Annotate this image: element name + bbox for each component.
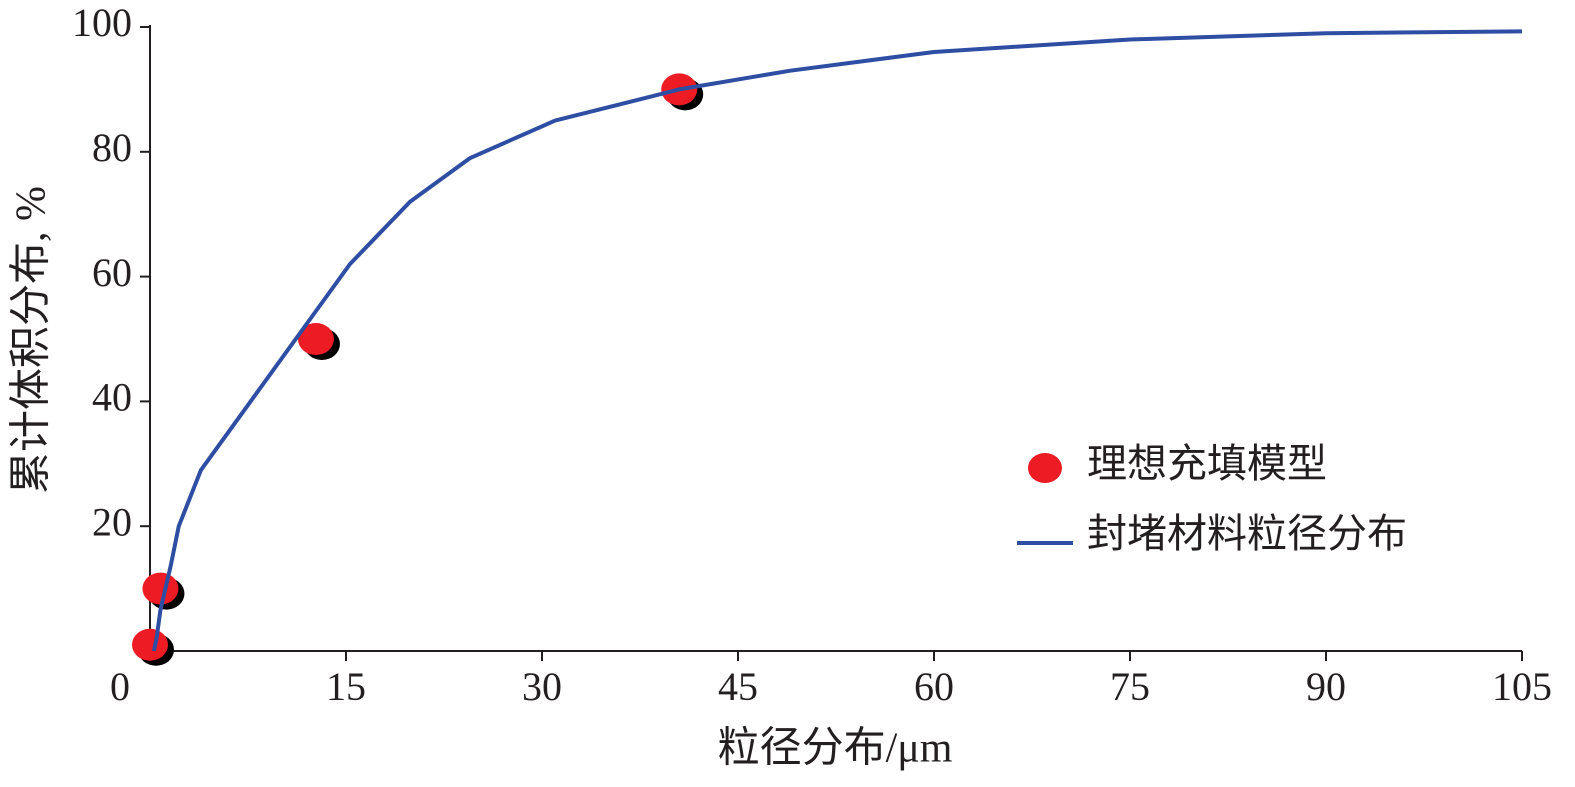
legend-label: 理想充填模型 <box>1087 441 1327 486</box>
x-tick-label: 105 <box>1492 664 1552 709</box>
line-series <box>151 29 1523 652</box>
y-tick-label: 80 <box>92 125 132 170</box>
y-tick-label: 20 <box>92 499 132 544</box>
x-tick-label: 15 <box>326 664 366 709</box>
y-tick-label: 40 <box>92 375 132 420</box>
scatter-point <box>132 628 168 661</box>
legend-label: 封堵材料粒径分布 <box>1087 511 1407 556</box>
scatter-point <box>297 323 334 355</box>
x-tick-label: 45 <box>718 664 758 709</box>
y-tick-label: 100 <box>72 0 132 45</box>
x-tick-label: 60 <box>914 664 954 709</box>
y-axis-title: 累计体积分布, % <box>9 186 55 494</box>
legend-marker <box>1028 453 1062 483</box>
scatter-point <box>142 572 179 605</box>
x-tick-label: 0 <box>110 664 130 709</box>
x-tick-label: 90 <box>1306 664 1346 709</box>
x-axis-title: 粒径分布/μm <box>718 726 953 772</box>
x-tick-label: 75 <box>1110 664 1150 709</box>
y-tick-label: 60 <box>92 250 132 295</box>
x-tick-label: 30 <box>522 664 562 709</box>
